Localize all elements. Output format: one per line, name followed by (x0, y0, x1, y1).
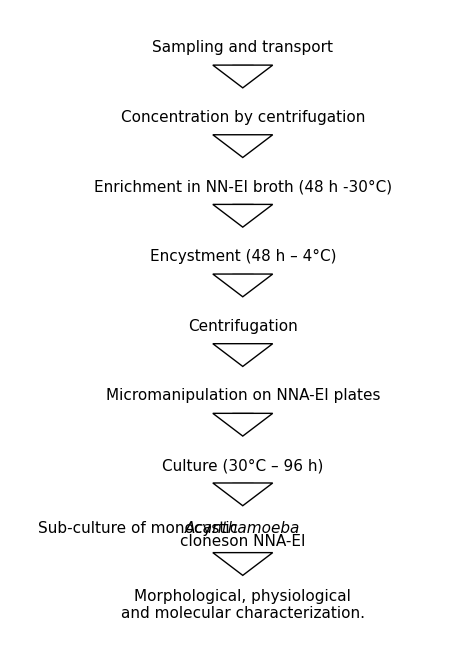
Polygon shape (232, 274, 253, 286)
Text: cloneson NNA-EI: cloneson NNA-EI (180, 534, 305, 549)
Text: Micromanipulation on NNA-EI plates: Micromanipulation on NNA-EI plates (105, 388, 380, 403)
Polygon shape (232, 483, 253, 495)
Text: Acanthamoeba: Acanthamoeba (185, 521, 300, 537)
Text: Concentration by centrifugation: Concentration by centrifugation (120, 110, 365, 125)
Text: Culture (30°C – 96 h): Culture (30°C – 96 h) (162, 458, 323, 473)
Polygon shape (232, 205, 253, 216)
Polygon shape (213, 344, 273, 366)
Polygon shape (232, 65, 253, 77)
Text: Enrichment in NN-EI broth (48 h -30°C): Enrichment in NN-EI broth (48 h -30°C) (94, 180, 392, 195)
Polygon shape (213, 483, 273, 506)
Polygon shape (213, 552, 273, 576)
Polygon shape (213, 205, 273, 227)
Polygon shape (232, 413, 253, 425)
Polygon shape (232, 135, 253, 147)
Polygon shape (213, 274, 273, 297)
Text: Sub-culture of monocystic: Sub-culture of monocystic (29, 644, 234, 659)
Polygon shape (213, 65, 273, 88)
Polygon shape (232, 344, 253, 356)
Polygon shape (232, 552, 253, 565)
Text: Acanthamoeba: Acanthamoeba (29, 644, 144, 659)
Text: Sampling and transport: Sampling and transport (152, 40, 333, 55)
Text: Sub-culture of monocystic: Sub-culture of monocystic (38, 521, 243, 537)
Text: Centrifugation: Centrifugation (188, 319, 298, 334)
Polygon shape (213, 135, 273, 158)
Polygon shape (213, 413, 273, 436)
Text: Encystment (48 h – 4°C): Encystment (48 h – 4°C) (149, 249, 336, 264)
Text: Morphological, physiological
and molecular characterization.: Morphological, physiological and molecul… (121, 589, 365, 621)
